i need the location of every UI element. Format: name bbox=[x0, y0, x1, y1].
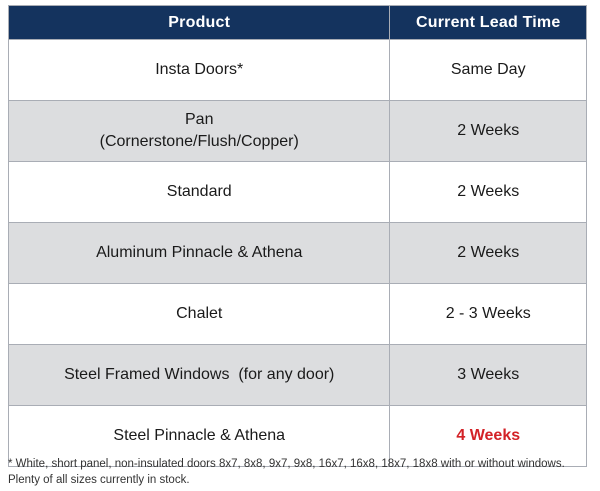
lead-time-cell: 4 Weeks bbox=[389, 405, 587, 467]
footnote-line-1: * White, short panel, non-insulated door… bbox=[8, 458, 565, 470]
lead-time-cell: 3 Weeks bbox=[389, 344, 587, 406]
lead-time-cell: 2 Weeks bbox=[389, 100, 587, 162]
product-cell: Insta Doors* bbox=[7, 39, 391, 101]
lead-time-cell: 2 Weeks bbox=[389, 161, 587, 223]
column-header-lead-time: Current Lead Time bbox=[389, 5, 587, 40]
product-cell: Pan (Cornerstone/Flush/Copper) bbox=[7, 100, 391, 162]
lead-time-cell: Same Day bbox=[389, 39, 587, 101]
lead-time-table: Product Current Lead Time Insta Doors* Sa… bbox=[7, 5, 587, 467]
product-cell: Steel Pinnacle & Athena bbox=[7, 405, 391, 467]
table-body: Insta Doors* Same Day Pan (Cornerstone/Flu… bbox=[7, 39, 587, 467]
table-row: Chalet 2 - 3 Weeks bbox=[7, 283, 587, 345]
footnote-line-2: Plenty of all sizes currently in stock. bbox=[8, 474, 190, 487]
lead-time-cell: 2 Weeks bbox=[389, 222, 587, 284]
table-row: Steel Framed Windows (for any door) 3 Wee… bbox=[7, 344, 587, 406]
table-header: Product Current Lead Time bbox=[7, 5, 587, 40]
table-row: Insta Doors* Same Day bbox=[7, 39, 587, 101]
product-cell: Standard bbox=[7, 161, 391, 223]
header-row: Product Current Lead Time bbox=[7, 5, 587, 40]
table-row: Aluminum Pinnacle & Athena 2 Weeks bbox=[7, 222, 587, 284]
lead-time-cell: 2 - 3 Weeks bbox=[389, 283, 587, 345]
table-row: Standard 2 Weeks bbox=[7, 161, 587, 223]
footnote: * White, short panel, non-insulated door… bbox=[8, 456, 592, 488]
table-row: Steel Pinnacle & Athena 4 Weeks bbox=[7, 405, 587, 467]
product-cell: Aluminum Pinnacle & Athena bbox=[7, 222, 391, 284]
column-header-product: Product bbox=[7, 5, 391, 40]
table-row: Pan (Cornerstone/Flush/Copper) 2 Weeks bbox=[7, 100, 587, 162]
product-cell: Steel Framed Windows (for any door) bbox=[7, 344, 391, 406]
product-cell: Chalet bbox=[7, 283, 391, 345]
